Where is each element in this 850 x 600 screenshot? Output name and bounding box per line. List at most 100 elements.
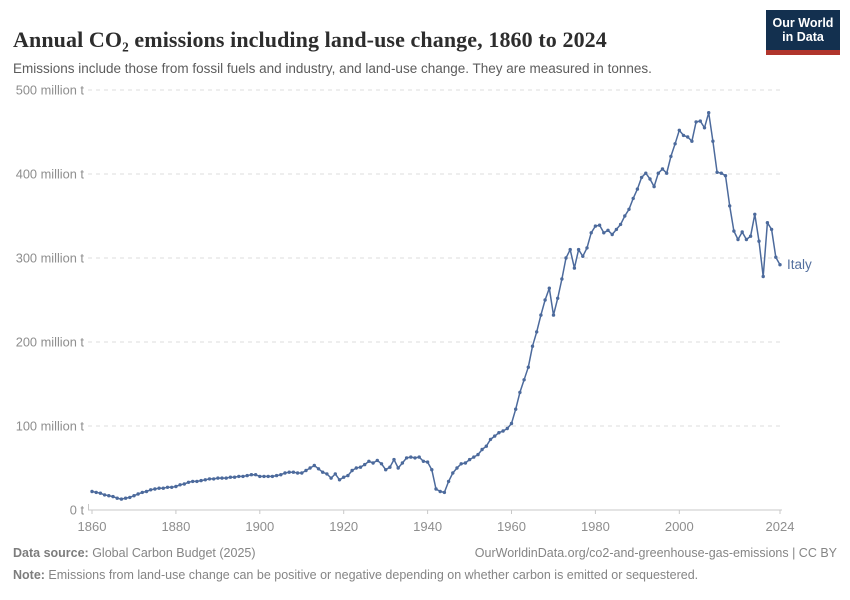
x-tick-label-1900: 1900	[245, 519, 274, 534]
data-point-italy-1997	[665, 171, 669, 175]
data-point-italy-2019	[757, 239, 761, 243]
data-point-italy-1922	[350, 468, 354, 473]
data-point-italy-1934	[400, 461, 405, 465]
data-point-italy-1882	[182, 482, 186, 486]
data-point-italy-1990	[635, 187, 640, 191]
data-point-italy-1936	[409, 455, 413, 459]
data-point-italy-1949	[463, 461, 468, 465]
data-point-italy-1895	[237, 474, 241, 479]
data-point-italy-1946	[451, 471, 455, 475]
data-point-italy-2024	[778, 263, 782, 267]
data-point-italy-1972	[560, 277, 564, 281]
y-tick-label-500: 500 million t	[16, 83, 85, 98]
data-point-italy-2000	[677, 128, 681, 132]
data-point-italy-1918	[333, 472, 337, 476]
data-point-italy-1899	[253, 473, 258, 477]
footer-note-row: Note: Emissions from land-use change can…	[13, 567, 837, 583]
data-point-italy-1987	[623, 214, 627, 218]
data-point-italy-1980	[593, 224, 598, 228]
note-text: Note: Emissions from land-use change can…	[13, 567, 698, 583]
owid-logo-line1: Our World	[772, 16, 834, 30]
data-point-italy-1877	[161, 486, 165, 490]
data-point-italy-1917	[329, 476, 333, 480]
data-point-italy-1880	[174, 484, 178, 489]
footer-source-row: Data source: Global Carbon Budget (2025)…	[13, 545, 837, 561]
data-point-italy-2002	[686, 135, 690, 139]
owid-logo-line2: in Data	[782, 30, 824, 45]
data-point-italy-1945	[446, 479, 451, 484]
data-point-italy-1960	[509, 421, 514, 426]
data-point-italy-1924	[358, 465, 363, 469]
data-point-italy-2016	[744, 237, 749, 242]
data-point-italy-1961	[514, 407, 518, 411]
data-point-italy-2008	[711, 139, 715, 143]
page-subtitle: Emissions include those from fossil fuel…	[13, 60, 652, 76]
data-point-italy-1865	[111, 494, 115, 499]
data-point-italy-1998	[669, 154, 673, 159]
series-line-italy[interactable]	[91, 111, 781, 500]
x-tick-label-1860: 1860	[78, 519, 107, 534]
data-point-italy-1925	[363, 462, 367, 467]
data-point-italy-1875	[153, 487, 157, 491]
data-point-italy-1872	[140, 490, 144, 495]
data-point-italy-1995	[656, 171, 660, 175]
data-point-italy-1890	[216, 476, 220, 480]
data-point-italy-1969	[547, 286, 551, 290]
data-point-italy-1911	[304, 468, 308, 473]
data-point-italy-1861	[94, 490, 98, 495]
data-point-italy-1863	[102, 493, 107, 497]
data-point-italy-1864	[107, 494, 111, 498]
data-point-italy-2009	[715, 170, 719, 174]
y-tick-label-400: 400 million t	[16, 167, 85, 182]
data-point-italy-1923	[354, 466, 358, 470]
owid-logo[interactable]: Our World in Data	[766, 10, 840, 55]
data-point-italy-1953	[480, 447, 484, 452]
data-source-value: Global Carbon Budget (2025)	[88, 546, 256, 560]
data-point-italy-1913	[312, 463, 316, 468]
data-point-italy-1954	[484, 444, 488, 448]
data-point-italy-1881	[178, 483, 182, 487]
data-point-italy-2003	[690, 139, 694, 143]
data-point-italy-1994	[652, 184, 656, 189]
data-point-italy-2006	[702, 126, 707, 130]
data-source-label: Data source:	[13, 546, 89, 560]
data-point-italy-1991	[639, 175, 644, 180]
data-point-italy-1932	[392, 457, 396, 462]
data-point-italy-1893	[228, 475, 233, 479]
data-point-italy-1974	[568, 247, 572, 252]
data-point-italy-1951	[472, 455, 476, 459]
data-point-italy-1887	[203, 478, 207, 482]
data-point-italy-1988	[627, 207, 631, 211]
data-point-italy-1916	[325, 472, 329, 476]
data-point-italy-1976	[576, 247, 581, 252]
data-point-italy-1927	[371, 461, 375, 465]
data-point-italy-1886	[199, 478, 203, 483]
data-point-italy-1935	[404, 456, 409, 460]
x-tick-label-1880: 1880	[161, 519, 190, 534]
data-source-text: Data source: Global Carbon Budget (2025)	[13, 545, 256, 561]
data-point-italy-1889	[212, 477, 216, 481]
data-point-italy-1978	[585, 246, 589, 250]
data-point-italy-1862	[98, 491, 103, 495]
data-point-italy-1985	[614, 227, 619, 232]
data-point-italy-1952	[476, 452, 480, 457]
data-point-italy-1948	[459, 462, 463, 466]
data-point-italy-1901	[262, 474, 266, 479]
entity-label-italy[interactable]: Italy	[787, 257, 812, 272]
data-point-italy-2013	[732, 229, 736, 233]
data-point-italy-1915	[321, 470, 325, 474]
data-point-italy-1928	[375, 458, 379, 463]
data-point-italy-1907	[287, 470, 291, 474]
data-point-italy-1906	[283, 471, 287, 475]
data-point-italy-1883	[186, 480, 191, 484]
data-point-italy-1971	[556, 296, 560, 300]
data-point-italy-1939	[421, 459, 426, 463]
x-tick-label-1920: 1920	[329, 519, 358, 534]
data-point-italy-1873	[144, 489, 149, 494]
owid-url-link[interactable]: OurWorldinData.org/co2-and-greenhouse-ga…	[474, 546, 837, 560]
data-point-italy-2021	[765, 221, 770, 225]
data-point-italy-1950	[467, 457, 472, 462]
x-tick-label-2000: 2000	[665, 519, 694, 534]
data-point-italy-1888	[207, 477, 212, 481]
data-point-italy-1967	[539, 313, 543, 317]
